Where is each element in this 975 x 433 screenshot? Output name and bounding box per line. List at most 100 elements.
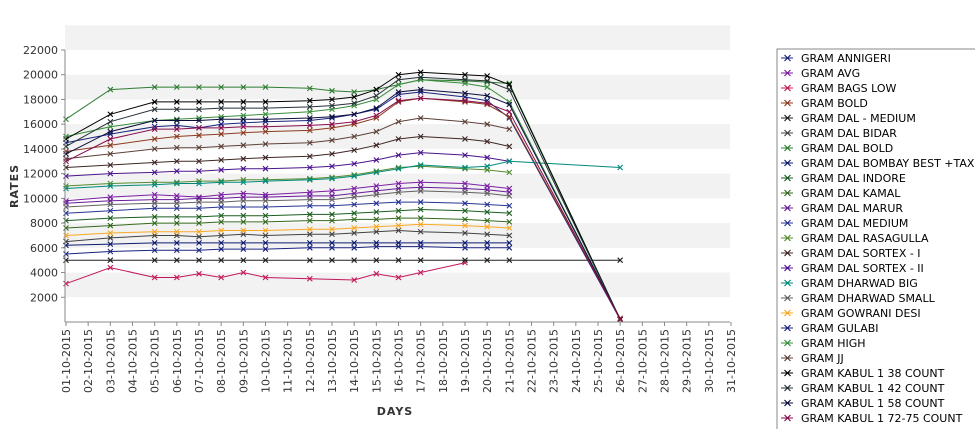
- data-point: [240, 269, 247, 276]
- data-point: [218, 143, 225, 150]
- data-point: [373, 216, 380, 223]
- x-tick-label: 19-10-2015: [459, 329, 472, 393]
- data-point: [306, 239, 313, 246]
- data-point: [417, 133, 424, 140]
- data-point: [151, 228, 158, 235]
- series-line: [65, 91, 621, 320]
- data-point: [63, 251, 69, 257]
- x-tick-label: 25-10-2015: [592, 329, 605, 393]
- data-point: [218, 105, 225, 111]
- data-point: [484, 163, 491, 170]
- series-line: [65, 97, 621, 319]
- data-point: [395, 165, 402, 172]
- series: [63, 215, 513, 231]
- data-point: [329, 217, 335, 224]
- data-point: [262, 257, 269, 264]
- series: [63, 259, 468, 287]
- data-point: [484, 121, 491, 128]
- data-point: [506, 257, 513, 264]
- series-lines: [63, 69, 624, 323]
- data-point: [218, 131, 225, 137]
- data-point: [173, 84, 180, 90]
- data-point: [329, 196, 335, 203]
- data-point: [351, 102, 358, 109]
- series: [63, 95, 624, 323]
- x-tick-label: 06-10-2015: [171, 329, 184, 393]
- legend-label: GRAM DAL SORTEX - II: [801, 262, 924, 275]
- data-point: [196, 117, 202, 124]
- x-tick-label: 09-10-2015: [237, 329, 250, 393]
- data-point: [351, 121, 358, 128]
- data-point: [373, 142, 380, 149]
- data-point: [262, 84, 269, 90]
- data-point: [196, 214, 202, 220]
- grid-band: [65, 25, 730, 50]
- legend-label: GRAM HIGH: [801, 337, 866, 350]
- data-point: [351, 257, 358, 264]
- data-point: [417, 257, 424, 264]
- data-point: [417, 215, 424, 222]
- data-point: [484, 217, 491, 224]
- data-point: [329, 239, 335, 246]
- data-point: [484, 100, 491, 107]
- data-point: [218, 199, 225, 205]
- grid-band: [65, 173, 730, 199]
- data-point: [329, 87, 335, 94]
- data-point: [262, 197, 269, 204]
- data-point: [351, 216, 358, 223]
- data-point: [218, 113, 225, 120]
- legend-label: GRAM DAL BIDAR: [801, 127, 897, 140]
- data-point: [63, 204, 69, 210]
- data-point: [262, 212, 269, 219]
- legend-marker: [784, 249, 791, 257]
- data-point: [173, 247, 180, 254]
- data-point: [329, 150, 335, 157]
- data-point: [196, 205, 202, 212]
- data-point: [306, 97, 313, 104]
- series: [63, 243, 513, 257]
- data-point: [151, 239, 158, 246]
- data-point: [218, 257, 225, 264]
- data-point: [351, 100, 358, 107]
- y-tick-label: 18000: [23, 93, 58, 106]
- legend-item: GRAM JJ: [781, 352, 844, 365]
- data-point: [329, 188, 335, 194]
- data-point: [173, 239, 180, 246]
- y-tick-label: 22000: [23, 44, 58, 57]
- y-tick-label: 6000: [30, 242, 58, 255]
- legend-item: GRAM GULABI: [781, 322, 879, 335]
- data-point: [218, 246, 225, 252]
- data-point: [484, 209, 491, 215]
- data-point: [462, 200, 468, 207]
- data-point: [151, 181, 158, 188]
- data-point: [506, 108, 513, 115]
- data-point: [107, 248, 114, 255]
- data-point: [107, 207, 114, 214]
- legend-item: GRAM KABUL 1 58 COUNT: [781, 397, 945, 410]
- data-point: [351, 94, 358, 100]
- legend-label: GRAM ANNIGERI: [801, 52, 891, 65]
- data-point: [306, 226, 313, 233]
- data-point: [462, 90, 468, 97]
- data-point: [417, 95, 424, 102]
- legend-item: GRAM DAL INDORE: [781, 172, 906, 185]
- data-point: [240, 84, 247, 90]
- series: [63, 115, 513, 162]
- data-point: [173, 257, 180, 264]
- data-point: [107, 235, 114, 241]
- data-point: [462, 152, 468, 158]
- legend-item: GRAM KABUL 1 38 COUNT: [781, 367, 945, 380]
- data-point: [173, 220, 180, 226]
- data-point: [329, 226, 335, 233]
- legend-marker: [784, 279, 791, 287]
- data-point: [107, 241, 114, 247]
- data-point: [417, 163, 424, 170]
- data-point: [351, 277, 358, 283]
- data-point: [262, 105, 269, 111]
- data-point: [484, 154, 491, 161]
- data-point: [151, 169, 158, 176]
- data-point: [329, 121, 335, 128]
- data-point: [218, 227, 225, 234]
- data-point: [306, 108, 313, 115]
- x-tick-label: 16-10-2015: [393, 329, 406, 393]
